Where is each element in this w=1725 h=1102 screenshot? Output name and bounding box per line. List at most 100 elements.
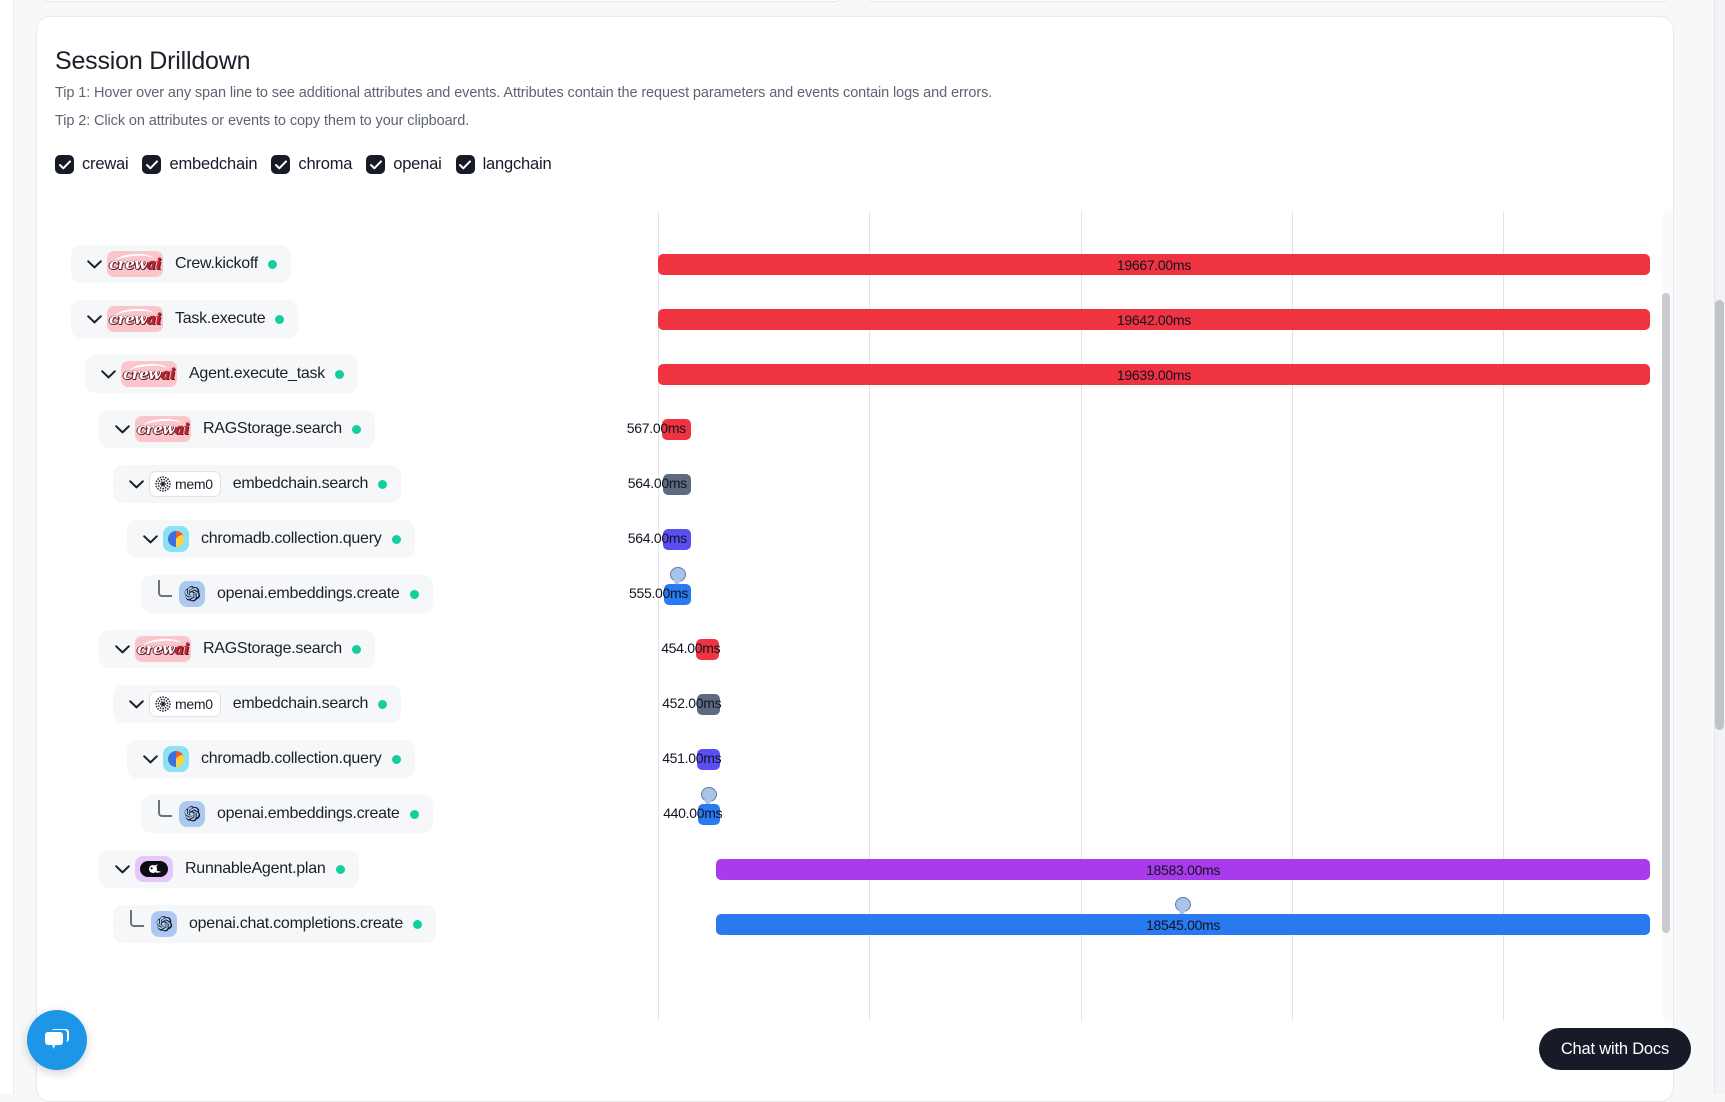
filter-label-embedchain: embedchain bbox=[169, 155, 257, 174]
openai-logo-icon bbox=[183, 585, 201, 603]
status-badge bbox=[392, 535, 401, 544]
span-duration-label: 19642.00ms bbox=[1117, 312, 1191, 328]
chevron-down-icon[interactable] bbox=[95, 370, 121, 379]
span-name: embedchain.search bbox=[233, 475, 368, 493]
span-bar[interactable]: 19642.00ms bbox=[658, 309, 1650, 330]
status-badge bbox=[378, 700, 387, 709]
span-duration-label: 440.00ms bbox=[663, 805, 722, 821]
span-row-s10[interactable]: chromadb.collection.query bbox=[127, 740, 415, 778]
span-row-s13[interactable]: openai.chat.completions.create bbox=[113, 905, 436, 943]
span-name: chromadb.collection.query bbox=[201, 530, 382, 548]
bar-row-s7: 555.00ms bbox=[622, 575, 1674, 613]
span-name: Crew.kickoff bbox=[175, 255, 258, 273]
status-badge bbox=[410, 810, 419, 819]
chevron-down-icon[interactable] bbox=[123, 700, 149, 709]
bar-row-s8: 454.00ms bbox=[622, 630, 1674, 668]
top-card-left bbox=[36, 0, 848, 2]
status-badge bbox=[268, 260, 277, 269]
span-row-s4[interactable]: crewai RAGStorage.search bbox=[99, 410, 375, 448]
tree-elbow-icon bbox=[151, 584, 177, 604]
checkbox-crewai[interactable] bbox=[55, 155, 74, 174]
span-name: RAGStorage.search bbox=[203, 420, 342, 438]
span-row-s5[interactable]: mem0 embedchain.search bbox=[113, 465, 401, 503]
tree-elbow-icon bbox=[123, 914, 149, 934]
checkbox-openai[interactable] bbox=[366, 155, 385, 174]
page-scrollbar-thumb[interactable] bbox=[1715, 300, 1724, 730]
span-name: Task.execute bbox=[175, 310, 265, 328]
span-row-s8[interactable]: crewai RAGStorage.search bbox=[99, 630, 375, 668]
filter-label-crewai: crewai bbox=[82, 155, 128, 174]
status-badge bbox=[352, 645, 361, 654]
event-bubble-icon[interactable] bbox=[701, 787, 717, 802]
bar-row-s11: 440.00ms bbox=[622, 795, 1674, 833]
session-drilldown-card: Session Drilldown Tip 1: Hover over any … bbox=[36, 16, 1674, 1102]
status-badge bbox=[410, 590, 419, 599]
tip-line-1: Tip 1: Hover over any span line to see a… bbox=[55, 85, 992, 101]
filter-openai[interactable]: openai bbox=[366, 155, 441, 174]
span-row-s9[interactable]: mem0 embedchain.search bbox=[113, 685, 401, 723]
filter-embedchain[interactable]: embedchain bbox=[142, 155, 257, 174]
bar-row-s12: 18583.00ms bbox=[622, 850, 1674, 888]
event-bubble-icon[interactable] bbox=[1175, 897, 1191, 912]
span-bar[interactable]: 18583.00ms bbox=[716, 859, 1650, 880]
openai-logo-icon bbox=[179, 581, 205, 607]
chevron-down-icon[interactable] bbox=[81, 260, 107, 269]
event-bubble-icon[interactable] bbox=[670, 567, 686, 582]
chat-widget-button[interactable] bbox=[27, 1010, 87, 1070]
chevron-down-icon[interactable] bbox=[109, 425, 135, 434]
chroma-logo-icon bbox=[163, 526, 189, 552]
span-bar[interactable]: 19667.00ms bbox=[658, 254, 1650, 275]
span-name: openai.chat.completions.create bbox=[189, 915, 403, 933]
span-duration-label: 19667.00ms bbox=[1117, 257, 1191, 273]
span-duration-label: 18545.00ms bbox=[1146, 917, 1220, 933]
filter-label-chroma: chroma bbox=[298, 155, 352, 174]
span-bar[interactable]: 19639.00ms bbox=[658, 364, 1650, 385]
span-row-s7[interactable]: openai.embeddings.create bbox=[141, 575, 433, 613]
page-left-edge bbox=[0, 0, 14, 1094]
filter-label-langchain: langchain bbox=[483, 155, 552, 174]
bar-row-s6: 564.00ms bbox=[622, 520, 1674, 558]
checkbox-chroma[interactable] bbox=[271, 155, 290, 174]
chroma-logo-icon bbox=[163, 746, 189, 772]
span-name: openai.embeddings.create bbox=[217, 585, 400, 603]
span-duration-label: 564.00ms bbox=[628, 530, 687, 546]
status-badge bbox=[378, 480, 387, 489]
filter-crewai[interactable]: crewai bbox=[55, 155, 128, 174]
chevron-down-icon[interactable] bbox=[109, 865, 135, 874]
chat-with-docs-button[interactable]: Chat with Docs bbox=[1539, 1028, 1691, 1070]
chroma-glyph-icon bbox=[163, 526, 189, 552]
chevron-down-icon[interactable] bbox=[81, 315, 107, 324]
top-card-right bbox=[862, 0, 1674, 2]
checkbox-embedchain[interactable] bbox=[142, 155, 161, 174]
bar-row-s13: 18545.00ms bbox=[622, 905, 1674, 943]
page-scrollbar-track[interactable] bbox=[1714, 0, 1725, 1094]
span-duration-label: 555.00ms bbox=[629, 585, 688, 601]
span-row-s2[interactable]: crewai Task.execute bbox=[71, 300, 298, 338]
chevron-down-icon[interactable] bbox=[137, 755, 163, 764]
bar-row-s1: 19667.00ms bbox=[622, 245, 1674, 283]
tree-elbow-icon bbox=[151, 804, 177, 824]
bar-row-s5: 564.00ms bbox=[622, 465, 1674, 503]
chevron-down-icon[interactable] bbox=[137, 535, 163, 544]
checkbox-langchain[interactable] bbox=[456, 155, 475, 174]
span-row-s3[interactable]: crewai Agent.execute_task bbox=[85, 355, 358, 393]
span-name: embedchain.search bbox=[233, 695, 368, 713]
span-row-s12[interactable]: RunnableAgent.plan bbox=[99, 850, 359, 888]
bar-row-s2: 19642.00ms bbox=[622, 300, 1674, 338]
span-duration-label: 454.00ms bbox=[661, 640, 720, 656]
chevron-down-icon[interactable] bbox=[109, 645, 135, 654]
status-badge bbox=[392, 755, 401, 764]
span-bar[interactable]: 18545.00ms bbox=[716, 914, 1650, 935]
tip-line-2: Tip 2: Click on attributes or events to … bbox=[55, 113, 469, 129]
chevron-down-icon[interactable] bbox=[123, 480, 149, 489]
span-row-s6[interactable]: chromadb.collection.query bbox=[127, 520, 415, 558]
filter-chroma[interactable]: chroma bbox=[271, 155, 352, 174]
filter-langchain[interactable]: langchain bbox=[456, 155, 552, 174]
crewai-logo-icon: crewai bbox=[135, 636, 191, 662]
status-badge bbox=[336, 865, 345, 874]
span-timeline-column: 19667.00ms 19642.00ms 19639.00ms 567.00m… bbox=[622, 197, 1674, 1102]
span-duration-label: 564.00ms bbox=[628, 475, 687, 491]
span-row-s11[interactable]: openai.embeddings.create bbox=[141, 795, 433, 833]
page-title: Session Drilldown bbox=[55, 47, 250, 76]
span-row-s1[interactable]: crewai Crew.kickoff bbox=[71, 245, 291, 283]
